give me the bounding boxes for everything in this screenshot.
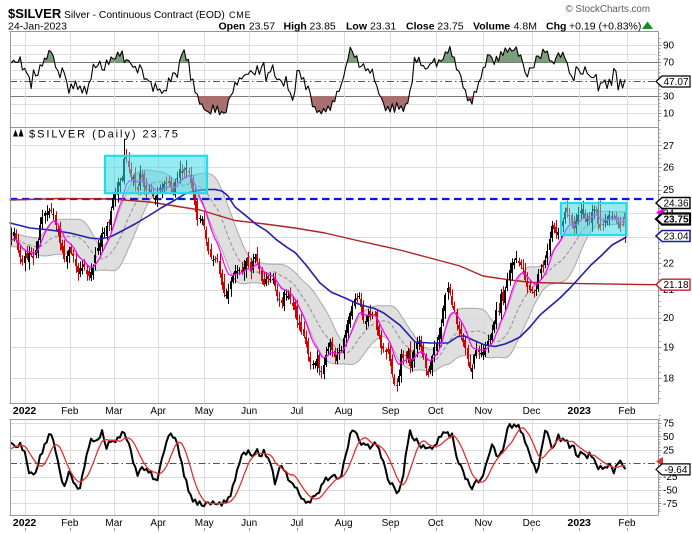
svg-text:May: May (195, 518, 214, 529)
svg-text:23.57: 23.57 (249, 21, 275, 33)
svg-text:Jun: Jun (241, 406, 257, 417)
svg-text:CME: CME (229, 10, 251, 20)
svg-text:Apr: Apr (150, 406, 166, 417)
svg-text:$SILVER: $SILVER (8, 6, 62, 21)
svg-text:Feb: Feb (61, 406, 79, 417)
svg-text:Low: Low (346, 21, 368, 33)
svg-text:-75: -75 (663, 499, 678, 510)
svg-text:10: 10 (663, 109, 675, 120)
svg-text:Dec: Dec (523, 518, 541, 529)
svg-text:Sep: Sep (382, 518, 400, 529)
svg-text:21.18: 21.18 (663, 280, 688, 291)
svg-text:Nov: Nov (475, 518, 493, 529)
svg-text:May: May (195, 406, 214, 417)
svg-text:27: 27 (663, 141, 675, 152)
svg-text:Dec: Dec (523, 406, 541, 417)
svg-text:2022: 2022 (13, 517, 37, 529)
svg-text:Close: Close (406, 21, 435, 33)
svg-text:26: 26 (663, 163, 675, 174)
svg-text:-25: -25 (663, 472, 678, 483)
svg-text:18: 18 (663, 374, 675, 385)
svg-text:Oct: Oct (428, 406, 444, 417)
svg-text:Nov: Nov (475, 406, 493, 417)
svg-text:Silver - Continuous Contract (: Silver - Continuous Contract (EOD) (64, 10, 225, 21)
svg-text:2023: 2023 (568, 517, 592, 529)
svg-text:Chg: Chg (546, 21, 566, 33)
svg-text:Volume: Volume (473, 21, 510, 33)
svg-text:Jul: Jul (291, 406, 304, 417)
svg-text:-50: -50 (663, 486, 678, 497)
svg-text:23.75: 23.75 (437, 21, 463, 33)
svg-text:25: 25 (663, 185, 675, 196)
svg-text:2022: 2022 (13, 405, 37, 417)
svg-text:23.85: 23.85 (310, 21, 336, 33)
svg-text:Feb: Feb (618, 518, 636, 529)
svg-text:30: 30 (663, 92, 675, 103)
svg-text:22: 22 (663, 259, 675, 270)
svg-text:23.31: 23.31 (370, 21, 396, 33)
svg-text:2023: 2023 (568, 405, 592, 417)
svg-text:Apr: Apr (150, 518, 166, 529)
svg-text:Aug: Aug (335, 406, 353, 417)
svg-text:Oct: Oct (428, 518, 444, 529)
svg-text:+0.19 (+0.83%): +0.19 (+0.83%) (569, 21, 641, 33)
svg-text:20: 20 (663, 313, 675, 324)
svg-text:4.8M: 4.8M (514, 21, 537, 33)
svg-text:23.75: 23.75 (663, 215, 688, 226)
svg-text:Jun: Jun (241, 518, 257, 529)
svg-text:25: 25 (663, 445, 675, 456)
svg-text:-9.64: -9.64 (665, 465, 688, 476)
svg-text:© StockCharts.com: © StockCharts.com (565, 4, 650, 15)
svg-text:Mar: Mar (105, 406, 123, 417)
svg-text:24.36: 24.36 (663, 199, 688, 210)
svg-text:47.07: 47.07 (663, 77, 688, 88)
svg-text:Feb: Feb (61, 518, 79, 529)
svg-text:23.04: 23.04 (663, 232, 688, 243)
svg-text:$SILVER (Daily) 23.75: $SILVER (Daily) 23.75 (29, 129, 180, 141)
svg-text:Jul: Jul (291, 518, 304, 529)
svg-text:70: 70 (663, 58, 675, 69)
svg-text:50: 50 (663, 432, 675, 443)
svg-text:Sep: Sep (382, 406, 400, 417)
svg-text:Mar: Mar (105, 518, 123, 529)
svg-text:High: High (284, 21, 307, 33)
svg-text:19: 19 (663, 343, 675, 354)
svg-text:Feb: Feb (618, 406, 636, 417)
svg-text:24-Jan-2023: 24-Jan-2023 (8, 21, 67, 33)
svg-text:Open: Open (219, 21, 246, 33)
svg-text:90: 90 (663, 41, 675, 52)
svg-text:Aug: Aug (335, 518, 353, 529)
svg-text:75: 75 (663, 419, 675, 430)
